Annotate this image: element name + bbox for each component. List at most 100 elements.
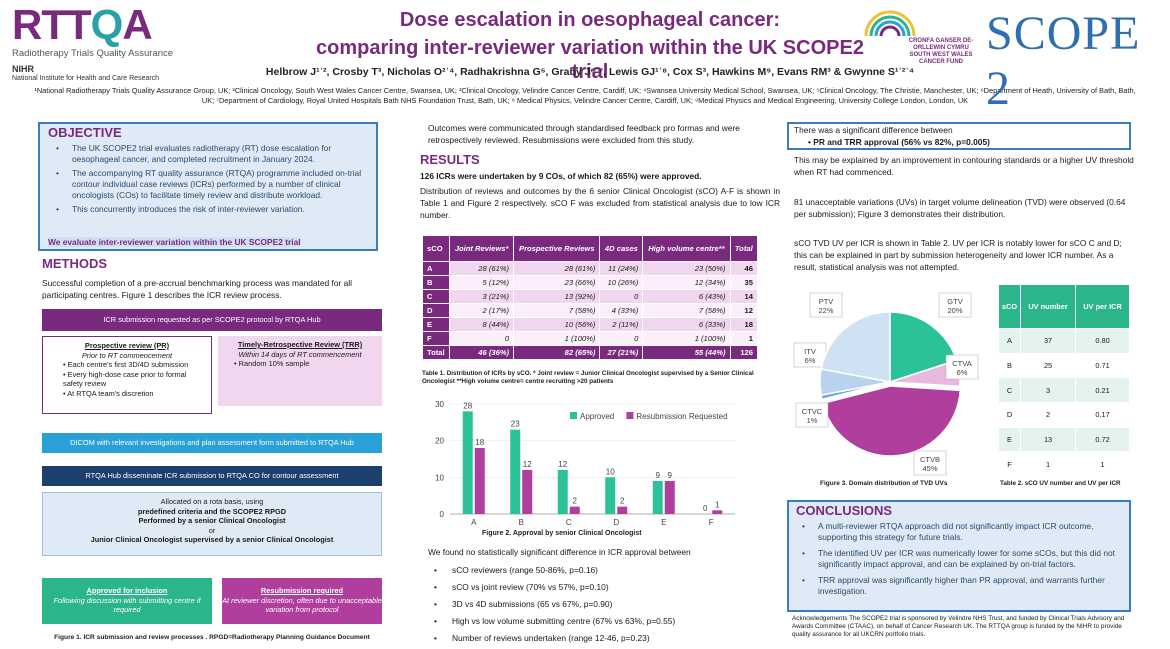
- results-distribution: Distribution of reviews and outcomes by …: [420, 186, 780, 220]
- table1-cell: 28 (61%): [513, 261, 601, 276]
- bar-resubmission-requested: [474, 448, 485, 514]
- data-label: 18: [475, 438, 484, 447]
- resub-title: Resubmission required: [260, 586, 344, 595]
- bar-resubmission-requested: [522, 470, 533, 514]
- table2-row: D 2 0.17: [997, 402, 1130, 428]
- table1-cell: B: [421, 275, 451, 290]
- poster-title-line2: comparing inter-reviewer variation withi…: [316, 37, 864, 83]
- table1-cell: Total: [421, 345, 451, 360]
- pie-label-box: [945, 354, 979, 380]
- pie-label-name: CTVC: [802, 407, 823, 416]
- table2-cell: 13: [1020, 426, 1077, 453]
- table1-cell: 1: [729, 331, 759, 346]
- trr-title: Timely-Retrospective Review (TRR): [237, 340, 363, 349]
- table1-cell: A: [421, 261, 451, 276]
- stat-item: sCO reviewers (range 50-86%, p=0.16): [428, 565, 768, 576]
- table2-row: C 3 0.21: [997, 377, 1130, 404]
- col3-para3: sCO TVD UV per ICR is shown in Table 2. …: [794, 238, 1122, 272]
- data-label: 0: [703, 504, 708, 513]
- table2-header: UV per ICR: [1075, 284, 1130, 329]
- table2: sCO UV number UV per ICR A 37 0.80 B 25 0.71 C 3 0…: [997, 284, 1130, 478]
- bar-approved: [557, 470, 568, 514]
- alloc-line: Allocated on a rota basis, using: [160, 497, 264, 506]
- y-tick-label: 10: [435, 473, 444, 482]
- significance-line1: There was a significant difference betwe…: [794, 125, 953, 135]
- bar-resubmission-requested: [712, 510, 723, 514]
- table1-header: Joint Reviews*: [449, 235, 515, 262]
- flow-step-dicom: DICOM with relevant investigations and p…: [42, 433, 382, 453]
- table1-cell: 82 (65%): [513, 345, 601, 360]
- resub-sub: At reviewer discretion, often due to una…: [222, 595, 382, 615]
- pie-label-box: [795, 402, 829, 428]
- bar-approved: [605, 477, 616, 514]
- table1-cell: 27 (21%): [599, 345, 644, 360]
- acknowledgements: Acknowledgements The SCOPE2 trial is spo…: [792, 615, 1125, 638]
- pie-label-box: [809, 292, 843, 318]
- objective-item: This concurrently introduces the risk of…: [50, 204, 370, 215]
- x-tick-label: D: [613, 518, 619, 526]
- rttqa-logo: RTTQA: [12, 1, 153, 48]
- pie-label-name: ITV: [804, 347, 816, 356]
- data-label: 12: [523, 460, 532, 469]
- pie-label-name: GTV: [947, 297, 962, 306]
- table2-cell: A: [997, 328, 1022, 354]
- pie-label-name: CTVA: [952, 359, 971, 368]
- table2-header: UV number: [1020, 284, 1077, 329]
- poster-title-line1: Dose escalation in oesophageal cancer:: [399, 9, 781, 31]
- pie-label-value: 6%: [805, 356, 816, 365]
- bar-approved: [652, 481, 663, 514]
- table1-header: High volume centre**: [642, 235, 731, 262]
- table2-cell: 1: [1075, 451, 1130, 478]
- table1-header: Prospective Reviews: [513, 235, 601, 262]
- table2-row: B 25 0.71: [997, 352, 1130, 379]
- methods-text: Successful completion of a pre-accrual b…: [42, 278, 353, 300]
- cronfa-logo: [864, 10, 916, 37]
- alloc-line: Performed by a senior Clinical Oncologis…: [138, 516, 286, 525]
- table1-cell: C: [421, 289, 451, 304]
- table1-cell: 13 (92%): [513, 289, 601, 304]
- table1-row: Total 46 (36%) 82 (65%) 27 (21%) 55 (44%) 126: [421, 345, 759, 360]
- conclusion-item: The identified UV per ICR was numericall…: [796, 548, 1126, 570]
- approved-title: Approved for inclusion: [86, 586, 168, 595]
- table2-cell: 0.72: [1075, 426, 1130, 453]
- table1-cell: 2 (11%): [599, 317, 644, 332]
- y-tick-label: 0: [440, 510, 445, 519]
- objective-list: The UK SCOPE2 trial evaluates radiothera…: [50, 143, 370, 218]
- table1-header: sCO: [421, 235, 451, 262]
- table1-cell: 126: [729, 345, 759, 360]
- table1-cell: 55 (44%): [642, 345, 731, 360]
- figure1-caption: Figure 1. ICR submission and review proc…: [54, 634, 370, 641]
- no-significance-list: sCO reviewers (range 50-86%, p=0.16) sCO…: [428, 565, 768, 649]
- bar-approved: [510, 429, 521, 514]
- data-label: 2: [620, 497, 625, 506]
- pie-label-value: 20%: [947, 306, 962, 315]
- col3-para2: 81 unacceptable variations (UVs) in targ…: [794, 197, 1126, 219]
- pie-slice-ctvb: [821, 385, 962, 457]
- table2-cell: 2: [1020, 402, 1077, 428]
- conclusions-list: A multi-reviewer RTQA approach did not s…: [796, 521, 1126, 602]
- affiliations: ¹National Radiotherapy Trials Quality As…: [34, 86, 1136, 105]
- table1-cell: 0: [599, 289, 644, 304]
- flow-timely-retrospective-review: Timely-Retrospective Review (TRR) Within…: [218, 336, 382, 406]
- table1-cell: 0: [599, 331, 644, 346]
- table1-cell: 18: [729, 317, 759, 332]
- table2-cell: 0.21: [1075, 377, 1130, 404]
- pr-item: • Every high-dose case prior to formal s…: [63, 369, 187, 389]
- figure3-caption: Figure 3. Domain distribution of TVD UVs: [820, 480, 948, 487]
- significance-box: [787, 122, 1131, 150]
- table2-row: A 37 0.80: [997, 328, 1130, 354]
- flow-resubmission: Resubmission required At reviewer discre…: [222, 578, 382, 624]
- table1-cell: 6 (43%): [642, 289, 731, 304]
- table2-cell: 0.17: [1075, 402, 1130, 428]
- legend-swatch: [570, 412, 577, 419]
- legend-swatch: [626, 412, 634, 419]
- data-label: 23: [511, 420, 520, 429]
- x-tick-label: F: [709, 518, 714, 526]
- table2-cell: 25: [1020, 352, 1077, 379]
- table2-cell: 0.80: [1075, 328, 1130, 354]
- table2-cell: B: [997, 352, 1022, 379]
- bar-resubmission-requested: [569, 506, 580, 514]
- table1-cell: F: [421, 331, 451, 346]
- alloc-line: or: [208, 525, 216, 535]
